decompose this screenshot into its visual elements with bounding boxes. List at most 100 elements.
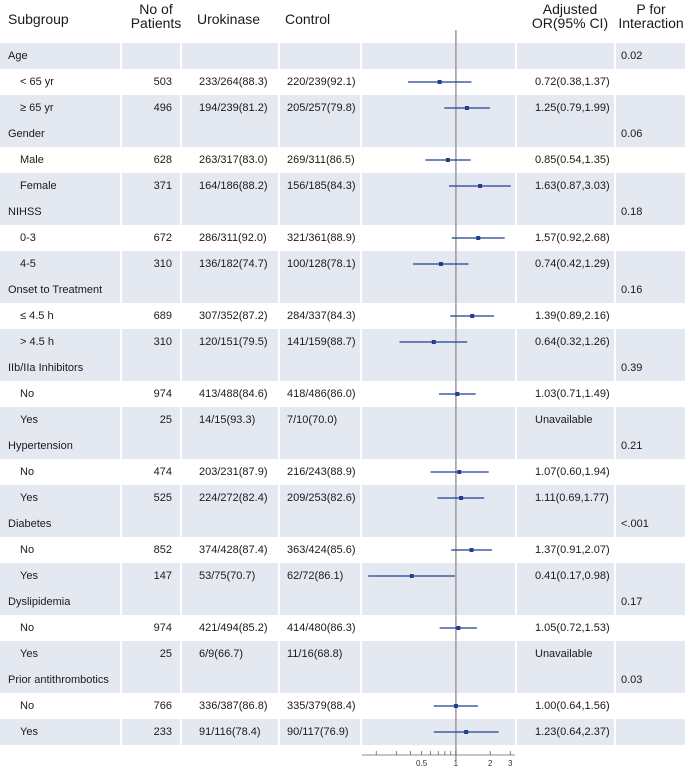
point-estimate — [478, 184, 483, 188]
band-divider — [278, 589, 280, 615]
subgroup-label: No — [20, 544, 35, 556]
group-band — [0, 199, 685, 225]
control-value: 269/311(86.5) — [287, 154, 355, 166]
band-divider — [614, 407, 616, 433]
band-divider — [614, 329, 616, 355]
band-divider — [515, 407, 517, 433]
x-tick-label: 3 — [508, 759, 513, 768]
band-divider — [515, 43, 517, 69]
urokinase-value: 224/272(82.4) — [199, 492, 268, 504]
point-estimate — [476, 236, 481, 240]
group-band — [0, 277, 685, 303]
or-ci-text: 0.85(0.54,1.35) — [535, 154, 610, 166]
band-divider — [278, 641, 280, 667]
subgroup-label: Yes — [20, 726, 38, 738]
header-control: Control — [285, 11, 331, 27]
patients-count: 310 — [153, 336, 172, 348]
band-divider — [180, 667, 182, 693]
or-ci-text: 0.64(0.32,1.26) — [535, 336, 610, 348]
band-divider — [120, 433, 122, 459]
group-band — [0, 589, 685, 615]
control-value: 141/159(88.7) — [287, 336, 356, 348]
patients-count: 233 — [153, 726, 172, 738]
row-band — [0, 641, 685, 667]
urokinase-value: 6/9(66.7) — [199, 648, 244, 660]
band-divider — [120, 43, 122, 69]
band-divider — [614, 277, 616, 303]
or-ci-text: 1.07(0.60,1.94) — [535, 466, 610, 478]
header-or-line1: Adjusted — [542, 1, 598, 17]
control-value: 321/361(88.9) — [287, 232, 356, 244]
urokinase-value: 194/239(81.2) — [199, 102, 268, 114]
group-label: IIb/IIa Inhibitors — [8, 362, 84, 374]
group-band — [0, 667, 685, 693]
band-divider — [120, 641, 122, 667]
p-interaction: 0.16 — [621, 284, 643, 296]
or-ci-text: 0.72(0.38,1.37) — [535, 76, 610, 88]
control-value: 90/117(76.9) — [287, 726, 349, 738]
band-divider — [120, 173, 122, 199]
band-divider — [180, 251, 182, 277]
band-divider — [614, 433, 616, 459]
band-divider — [278, 407, 280, 433]
group-band — [0, 433, 685, 459]
band-divider — [360, 277, 362, 303]
control-value: 62/72(86.1) — [287, 570, 344, 582]
patients-count: 852 — [153, 544, 172, 556]
header-patients: No of Patients — [126, 2, 186, 30]
control-value: 205/257(79.8) — [287, 102, 356, 114]
band-divider — [180, 719, 182, 745]
or-ci-text: 1.00(0.64,1.56) — [535, 700, 610, 712]
urokinase-value: 203/231(87.9) — [199, 466, 268, 478]
patients-count: 525 — [153, 492, 172, 504]
row-band — [0, 719, 685, 745]
group-label: NIHSS — [8, 206, 42, 218]
x-tick-label: 1 — [454, 759, 459, 768]
patients-count: 974 — [153, 388, 172, 400]
band-divider — [515, 667, 517, 693]
subgroup-label: > 4.5 h — [20, 336, 54, 348]
band-divider — [180, 511, 182, 537]
band-divider — [360, 589, 362, 615]
band-divider — [515, 641, 517, 667]
band-divider — [360, 407, 362, 433]
p-interaction: 0.03 — [621, 674, 643, 686]
band-divider — [614, 563, 616, 589]
band-divider — [515, 589, 517, 615]
point-estimate — [469, 548, 474, 552]
subgroup-label: No — [20, 466, 35, 478]
band-divider — [278, 485, 280, 511]
p-interaction: 0.06 — [621, 128, 643, 140]
group-band — [0, 43, 685, 69]
band-divider — [360, 329, 362, 355]
patients-count: 974 — [153, 622, 172, 634]
patients-count: 25 — [159, 414, 172, 426]
patients-count: 689 — [153, 310, 172, 322]
band-divider — [515, 173, 517, 199]
band-divider — [278, 667, 280, 693]
band-divider — [614, 199, 616, 225]
band-divider — [278, 173, 280, 199]
band-divider — [278, 563, 280, 589]
band-divider — [120, 589, 122, 615]
band-divider — [180, 589, 182, 615]
point-estimate — [455, 392, 460, 396]
control-value: 284/337(84.3) — [287, 310, 356, 322]
band-divider — [120, 251, 122, 277]
row-band — [0, 485, 685, 511]
or-ci-text: 1.05(0.72,1.53) — [535, 622, 610, 634]
band-divider — [360, 485, 362, 511]
control-value: 418/486(86.0) — [287, 388, 356, 400]
band-divider — [120, 95, 122, 121]
control-value: 216/243(88.9) — [287, 466, 356, 478]
urokinase-value: 413/488(84.6) — [199, 388, 268, 400]
band-divider — [614, 667, 616, 693]
header-p: P for Interaction — [616, 2, 685, 30]
urokinase-value: 421/494(85.2) — [199, 622, 268, 634]
header-p-line1: P for — [636, 1, 666, 17]
point-estimate — [437, 80, 442, 84]
band-divider — [515, 511, 517, 537]
urokinase-value: 14/15(93.3) — [199, 414, 256, 426]
or-ci-text: 1.39(0.89,2.16) — [535, 310, 610, 322]
band-divider — [180, 485, 182, 511]
